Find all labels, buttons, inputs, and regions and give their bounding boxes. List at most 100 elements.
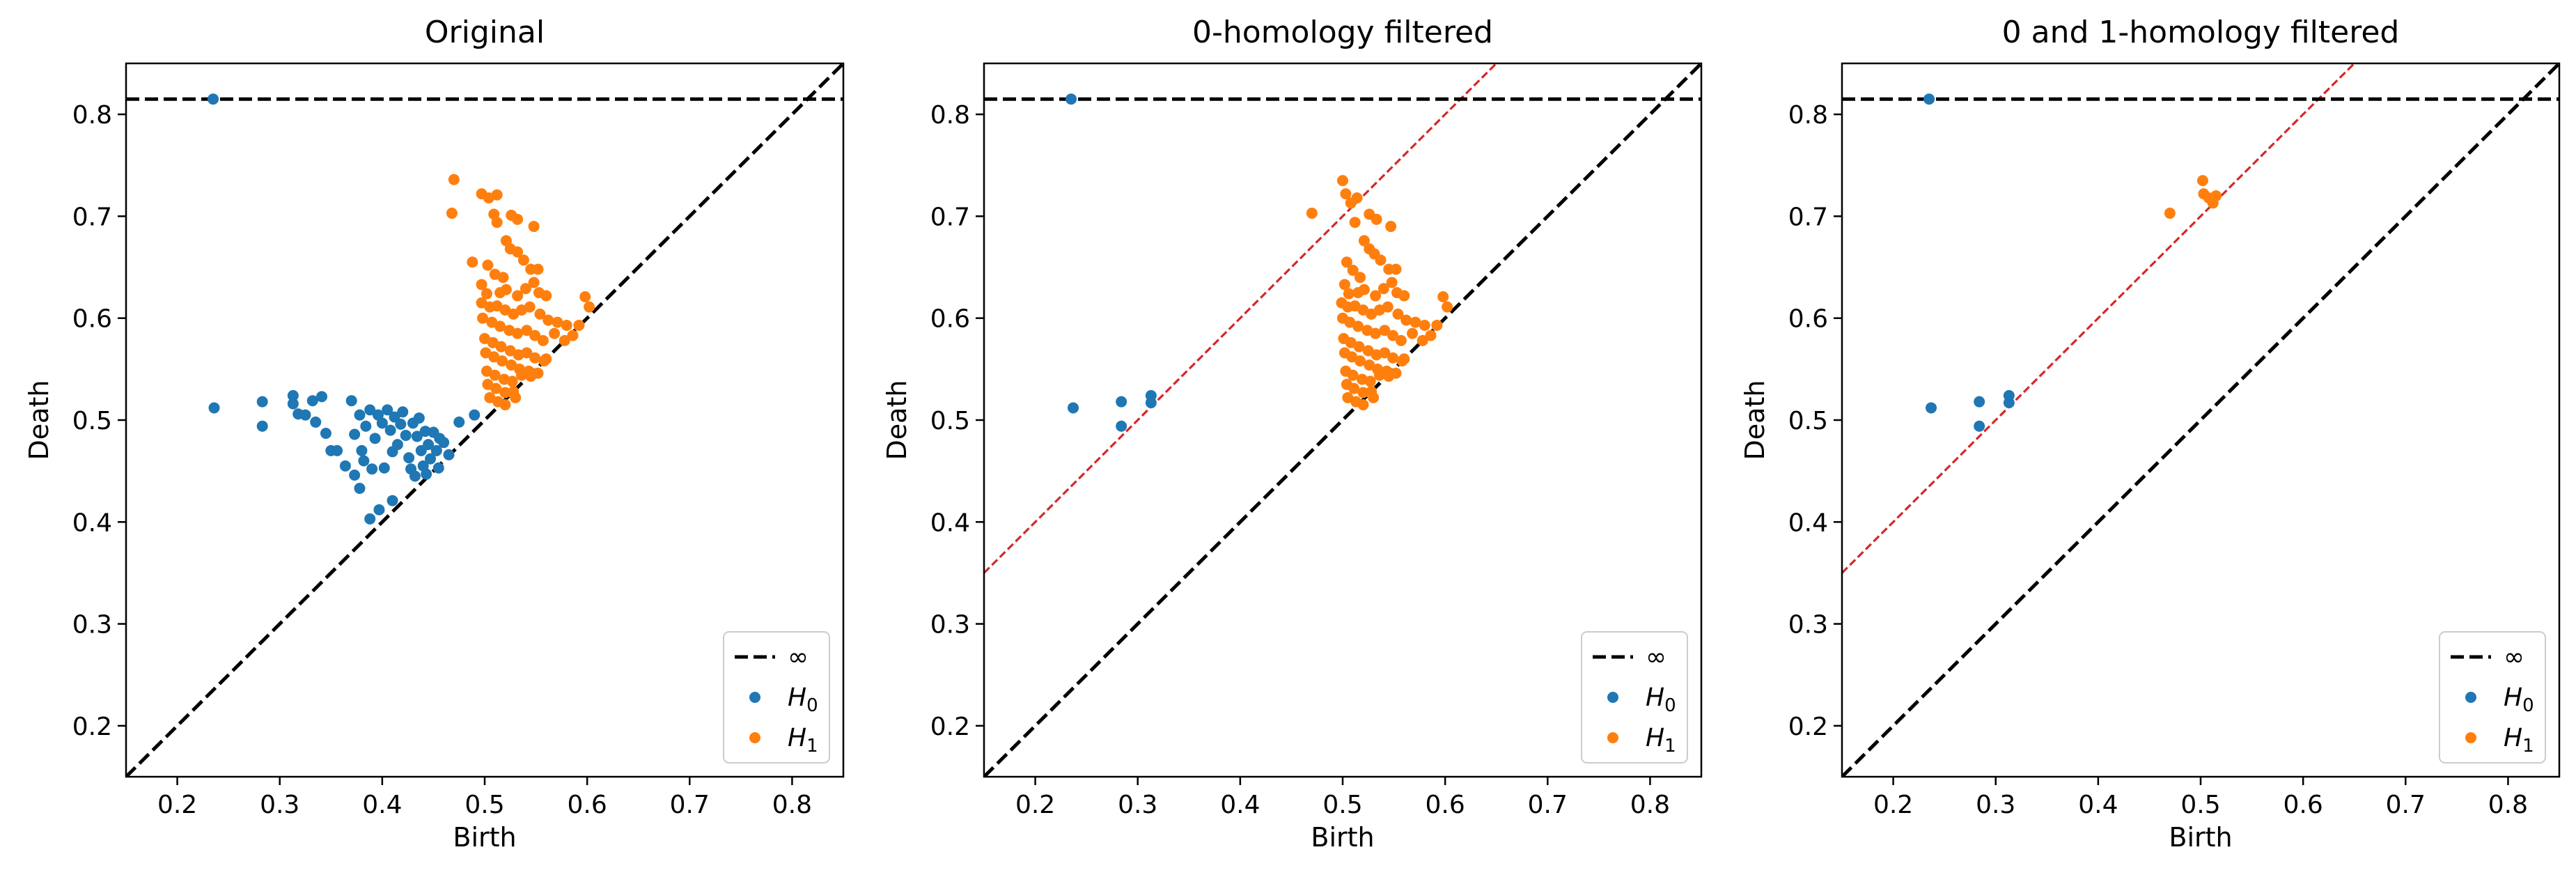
- data-point-h1: [537, 334, 549, 346]
- data-point-h0: [1116, 420, 1127, 432]
- data-point-h0: [345, 395, 357, 407]
- data-point-h1: [1419, 319, 1430, 331]
- threshold-line: [1842, 63, 2356, 574]
- data-point-h1: [1306, 208, 1318, 219]
- legend: ∞ H0 H1: [1581, 631, 1688, 764]
- y-axis-label: Death: [882, 380, 912, 460]
- x-axis-label: Birth: [453, 822, 516, 853]
- legend-label: H0: [788, 683, 818, 716]
- data-point-h0: [1974, 396, 1985, 408]
- chart-panel-2: 0-homology filtered 0.2 0.3 0.4 0.5 0.6 0.7 0.8…: [882, 15, 1703, 853]
- data-point-h1: [1355, 272, 1366, 284]
- legend-box: [2439, 631, 2546, 764]
- data-point-h0: [358, 455, 370, 467]
- data-point-h1: [1416, 334, 1428, 346]
- data-point-h1: [579, 290, 591, 302]
- y-tick-label: 0.6: [930, 305, 970, 334]
- data-point-h1: [1343, 288, 1355, 300]
- data-point-h1: [481, 288, 492, 300]
- data-point-h0: [378, 462, 390, 474]
- data-point-h1: [1407, 327, 1419, 339]
- data-point-h0: [208, 93, 219, 105]
- data-point-h1: [1383, 371, 1395, 382]
- x-tick-label: 0.6: [1426, 791, 1465, 819]
- x-tick-label: 0.8: [2488, 791, 2528, 819]
- data-point-h1: [494, 320, 506, 332]
- data-point-h0: [310, 416, 322, 428]
- data-point-h0: [316, 391, 328, 403]
- plot-area: [1842, 63, 2559, 777]
- legend-label: H1: [2504, 724, 2534, 757]
- data-point-h1: [1358, 235, 1370, 247]
- data-point-h1: [549, 327, 561, 339]
- data-point-h1: [1341, 256, 1352, 268]
- legend-marker-h1: [749, 732, 760, 743]
- data-point-h1: [510, 392, 522, 403]
- legend-label: ∞: [1646, 643, 1666, 672]
- data-point-h0: [453, 416, 465, 428]
- data-point-h1: [1371, 213, 1382, 225]
- data-point-h1: [489, 369, 501, 381]
- data-point-h1: [1385, 221, 1397, 233]
- legend-label: H0: [1646, 683, 1676, 716]
- data-point-h1: [529, 352, 541, 364]
- data-point-h0: [299, 409, 311, 421]
- data-point-h0: [2003, 397, 2015, 409]
- y-tick-label: 0.3: [930, 611, 970, 640]
- data-point-h1: [491, 189, 503, 201]
- x-tick-label: 0.2: [1873, 791, 1913, 819]
- data-point-h1: [521, 325, 533, 336]
- x-tick-label: 0.8: [772, 791, 812, 819]
- x-tick-label: 0.5: [465, 791, 504, 819]
- data-point-h0: [421, 468, 432, 480]
- data-point-h1: [1387, 352, 1399, 364]
- data-point-h1: [559, 334, 570, 346]
- data-point-h1: [528, 221, 540, 233]
- chart-panel-1: Original 0.2 0.3 0.4 0.5 0.6 0.7 0.8 0.2 0.3 0.4 0.…: [24, 15, 845, 853]
- y-tick-label: 0.2: [930, 713, 970, 741]
- data-point-h1: [1375, 254, 1387, 266]
- data-point-h1: [515, 369, 527, 381]
- legend: ∞ H0 H1: [723, 631, 830, 764]
- data-point-h0: [397, 406, 409, 418]
- data-point-h1: [1387, 330, 1399, 341]
- chart-title: Original: [425, 15, 545, 50]
- data-point-h1: [534, 308, 546, 320]
- data-point-h0: [400, 429, 412, 441]
- data-point-h1: [1364, 375, 1376, 387]
- data-point-h1: [1347, 369, 1359, 381]
- data-point-h0: [432, 462, 444, 474]
- data-point-h1: [1425, 330, 1437, 341]
- y-tick-label: 0.7: [72, 203, 112, 231]
- x-axis-label: Birth: [1311, 822, 1374, 853]
- x-tick-label: 0.2: [157, 791, 197, 819]
- y-tick-label: 0.4: [930, 509, 970, 537]
- data-point-h1: [524, 301, 536, 313]
- data-point-h1: [512, 246, 524, 258]
- data-point-h0: [413, 412, 425, 424]
- data-point-h0: [366, 463, 378, 475]
- chart-title: 0-homology filtered: [1192, 15, 1493, 50]
- data-point-h1: [1353, 341, 1365, 352]
- y-tick-label: 0.3: [1788, 611, 1828, 640]
- data-point-h1: [1379, 325, 1391, 336]
- data-point-h0: [256, 396, 268, 408]
- data-point-h0: [419, 426, 431, 437]
- data-point-h1: [1386, 277, 1398, 288]
- data-point-h1: [1351, 192, 1363, 204]
- data-point-h1: [495, 341, 507, 352]
- series-h1: [446, 173, 595, 411]
- data-point-h1: [2210, 190, 2222, 202]
- plot-area: [984, 63, 1701, 777]
- x-tick-label: 0.6: [2284, 791, 2323, 819]
- data-point-h1: [1357, 387, 1369, 398]
- data-point-h0: [1065, 93, 1077, 105]
- data-point-h1: [1370, 290, 1382, 302]
- data-point-h1: [1370, 327, 1382, 339]
- x-tick-label: 0.4: [1220, 791, 1260, 819]
- data-point-h0: [354, 483, 366, 495]
- data-point-h1: [1392, 308, 1404, 320]
- data-point-h1: [512, 213, 524, 225]
- y-tick-label: 0.6: [72, 305, 112, 334]
- legend-label: H1: [1646, 724, 1676, 757]
